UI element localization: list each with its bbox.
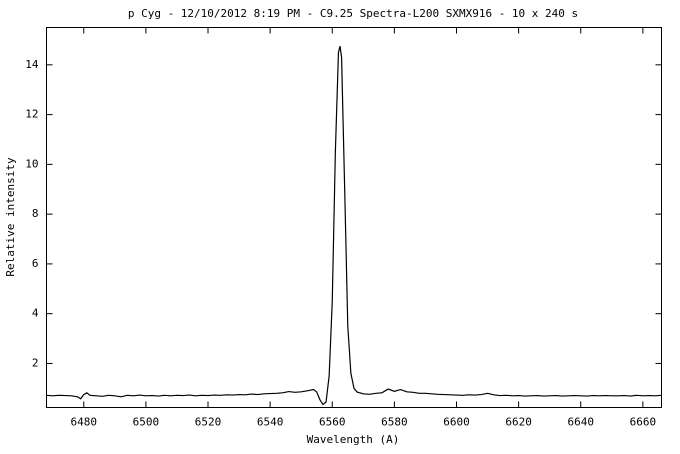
spectrum-line — [46, 46, 662, 406]
x-axis-label: Wavelength (A) — [307, 433, 400, 446]
y-tick-label: 4 — [32, 307, 39, 320]
x-tick-label: 6620 — [505, 416, 532, 429]
x-tick-label: 6640 — [567, 416, 594, 429]
x-tick-label: 6580 — [381, 416, 408, 429]
x-tick-label: 6480 — [71, 416, 98, 429]
x-tick-label: 6540 — [257, 416, 284, 429]
y-tick-label: 8 — [32, 207, 39, 220]
x-tick-label: 6560 — [319, 416, 346, 429]
chart-title: p Cyg - 12/10/2012 8:19 PM - C9.25 Spect… — [128, 7, 578, 20]
x-tick-label: 6520 — [195, 416, 222, 429]
y-axis-label: Relative intensity — [4, 157, 17, 277]
x-tick-label: 6600 — [443, 416, 470, 429]
y-tick-label: 10 — [25, 157, 38, 170]
y-tick-label: 14 — [25, 58, 39, 71]
x-tick-label: 6500 — [133, 416, 160, 429]
x-tick-label: 6660 — [630, 416, 657, 429]
y-tick-label: 6 — [32, 257, 39, 270]
y-tick-label: 2 — [32, 356, 39, 369]
plot-frame — [46, 27, 662, 408]
y-tick-label: 12 — [25, 108, 38, 121]
